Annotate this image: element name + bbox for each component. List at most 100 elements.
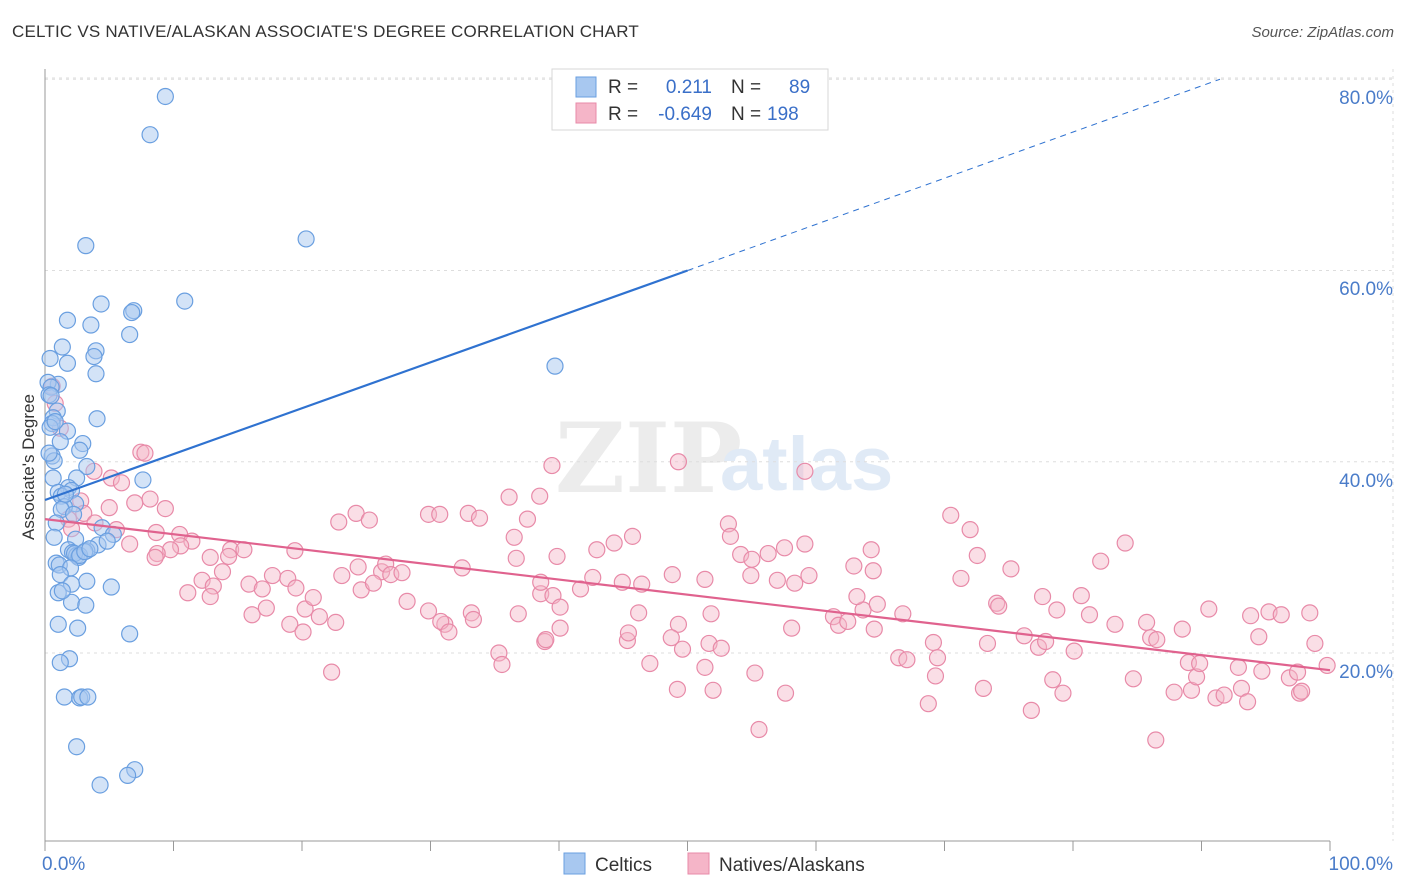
native-point (864, 562, 882, 580)
native-point (630, 604, 648, 622)
celtic-point (546, 357, 564, 375)
native-point (398, 592, 416, 610)
celtic-point (91, 776, 109, 794)
native-point (868, 595, 886, 613)
native-point (1022, 701, 1040, 719)
celtic-point (87, 365, 105, 383)
native-point (393, 564, 411, 582)
native-point (310, 608, 328, 626)
native-point (1116, 534, 1134, 552)
series-legend: Celtics Natives/Alaskans (563, 852, 865, 876)
native-point (505, 528, 523, 546)
natives-points (43, 377, 1336, 749)
native-point (1054, 684, 1072, 702)
celtic-point (78, 572, 96, 590)
celtic-point (156, 87, 174, 106)
native-point (201, 548, 219, 566)
native-point (349, 558, 367, 576)
native-point (673, 640, 692, 658)
native-point (531, 487, 549, 505)
native-point (112, 474, 131, 492)
celtic-point (102, 578, 120, 596)
source-label: Source: ZipAtlas.com (1251, 24, 1394, 41)
native-point (287, 579, 305, 597)
native-point (796, 535, 814, 553)
native-point (928, 649, 947, 667)
celtic-point (40, 444, 58, 462)
trend-lines (44, 78, 1331, 672)
native-point (1092, 552, 1110, 570)
celtics-swatch (563, 852, 586, 875)
celtic-point (82, 316, 100, 334)
native-point (619, 624, 638, 642)
native-point (179, 584, 197, 602)
celtic-point (49, 615, 67, 633)
celtic-point (51, 433, 69, 451)
native-point (286, 542, 304, 560)
native-point (161, 541, 180, 559)
native-point (742, 566, 760, 585)
native-point (327, 613, 345, 632)
celtic-point (69, 619, 87, 637)
native-point (845, 557, 863, 575)
celtic-point (53, 338, 71, 356)
native-point (201, 587, 219, 606)
celtic-point (92, 295, 110, 313)
native-point (1215, 686, 1233, 704)
native-point (839, 612, 857, 631)
native-point (721, 527, 740, 545)
celtic-point (64, 505, 83, 523)
celtic-point (47, 514, 65, 532)
native-point (571, 580, 590, 598)
native-point (968, 546, 986, 565)
y-tick-label-40: 40.0% (1339, 471, 1393, 492)
y-tick-label-60: 60.0% (1339, 279, 1393, 300)
celtic-point (58, 354, 77, 372)
native-point (750, 720, 768, 739)
native-point (1080, 606, 1099, 624)
native-point (1200, 600, 1218, 618)
native-point (1048, 601, 1066, 619)
celtic-point (45, 528, 63, 546)
native-point (304, 588, 322, 607)
native-point (136, 444, 154, 462)
native-point (663, 565, 681, 584)
native-point (1272, 606, 1290, 624)
native-point (551, 619, 569, 637)
celtic-point (77, 237, 95, 255)
native-point (156, 500, 174, 518)
native-point (1072, 587, 1090, 605)
celtic-r-label: R = (608, 77, 638, 98)
natives-swatch (687, 852, 710, 875)
native-point (775, 539, 794, 557)
native-point (1242, 607, 1260, 625)
native-point (743, 550, 761, 568)
native-point (1165, 683, 1183, 701)
native-point (1288, 663, 1307, 681)
celtic-point (134, 471, 152, 489)
native-point (1301, 604, 1319, 622)
native-point (126, 494, 144, 512)
celtic-point (121, 325, 139, 344)
y-tick-label-20: 20.0% (1339, 662, 1393, 683)
celtic-point (141, 126, 159, 144)
celtic-point (41, 349, 59, 368)
natives-trend-line (44, 518, 1331, 672)
native-point (462, 604, 480, 622)
native-point (240, 575, 258, 593)
native-point (988, 594, 1006, 612)
native-point (786, 574, 804, 592)
native-point (704, 681, 722, 699)
native-point (213, 563, 232, 581)
celtic-point (88, 410, 106, 428)
native-point (1033, 587, 1052, 606)
native-r-value: -0.649 (658, 104, 712, 125)
celtic-point (51, 653, 69, 672)
native-point (865, 620, 883, 638)
x-tick-label-0: 0.0% (42, 854, 85, 875)
native-point (1002, 560, 1020, 578)
celtic-point (46, 412, 64, 431)
native-point (257, 599, 275, 617)
native-point (243, 606, 261, 624)
